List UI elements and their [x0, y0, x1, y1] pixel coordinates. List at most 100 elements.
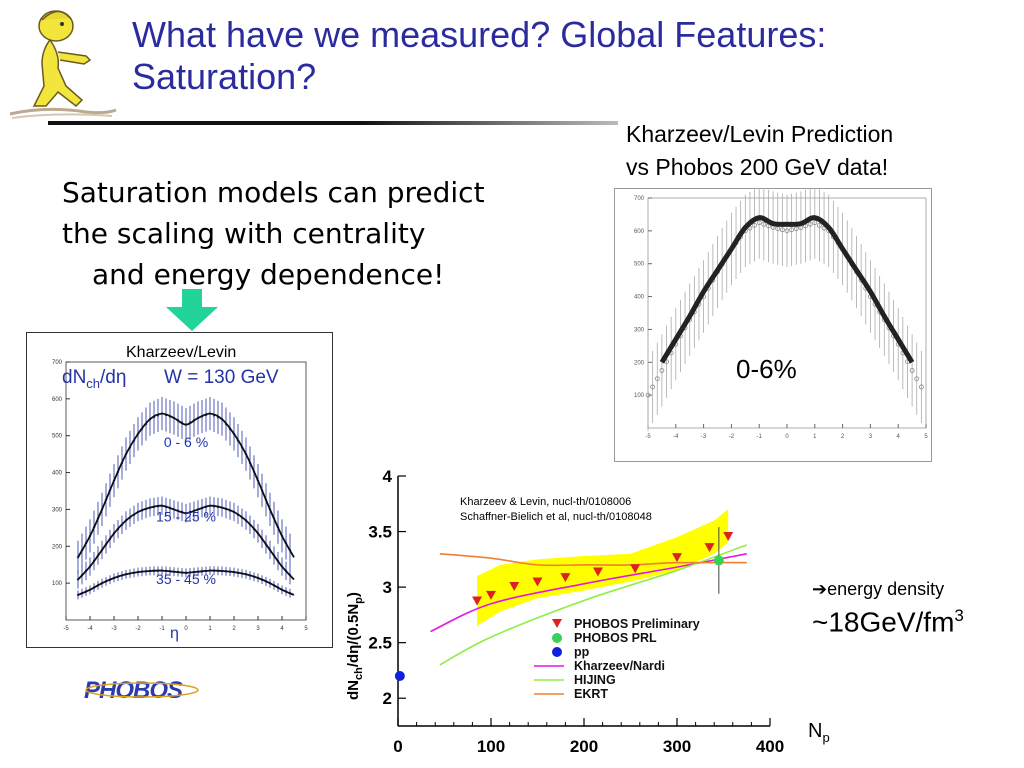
chart1-ylabel: dNch/dη	[62, 367, 126, 391]
chart2-point	[817, 222, 822, 228]
chart1-ytick-label: 200	[52, 544, 63, 550]
chart1-xtick-label: -4	[87, 626, 93, 632]
bullet-line-1: Saturation models can predict	[62, 176, 485, 209]
chart3-legend-label: HIJING	[574, 673, 616, 687]
chart2-point	[659, 368, 665, 373]
chart1-xtick-label: 0	[184, 626, 188, 632]
energy-density-value: ~18GeV/fm3	[812, 606, 964, 638]
chart3-ytick-label: 3.5	[368, 523, 392, 542]
chart3-phobos-preliminary-point	[532, 577, 543, 587]
chart2-point	[752, 222, 757, 228]
chart2-xtick-label: 3	[869, 434, 873, 440]
chart2-point	[645, 392, 651, 398]
chart3-ytick-label: 2.5	[368, 634, 392, 653]
chart1-xlabel: η	[170, 625, 179, 642]
chart1-ytick-label: 500	[52, 434, 63, 440]
chart3-ref1: Kharzeev & Levin, nucl-th/0108006	[460, 496, 631, 508]
chart1-label: Kharzeev/Levin	[126, 344, 236, 361]
chart3-ytick-label: 2	[383, 689, 392, 708]
chart2-point	[789, 227, 795, 233]
chart2-ytick-label: 500	[634, 262, 645, 268]
chart1-series-label: 0 - 6 %	[164, 434, 208, 450]
chart2-point	[756, 220, 762, 226]
chart3-phobos-preliminary-point	[509, 582, 520, 591]
chart3-legend-symbol	[552, 633, 562, 643]
chart3-pp-point	[394, 671, 405, 681]
chart3-xtick-label: 0	[393, 737, 402, 756]
chart2-prediction-line	[659, 215, 915, 364]
chart3-legend-label: Kharzeev/Nardi	[574, 659, 665, 673]
mascot-illustration	[9, 10, 117, 119]
chart-kharzeev-levin: Kharzeev/Levin dNch/dη W = 130 GeV η -5 -…	[26, 332, 333, 648]
chart2-point	[654, 376, 660, 382]
chart2-point	[812, 220, 818, 226]
chart1-xtick-label: 2	[232, 626, 236, 632]
chart2-point	[784, 228, 790, 234]
chart3-phobos-preliminary-point	[486, 590, 496, 600]
chart3-xlabel: Np	[808, 720, 830, 745]
energy-density-label: ➔energy density	[812, 579, 945, 599]
chart1-series-line	[77, 504, 295, 581]
chart3-xtick-label: 100	[477, 737, 505, 756]
bullet-line-3: and energy dependence!	[92, 258, 445, 291]
slide-title-line1: What have we measured? Global Features:	[132, 14, 827, 55]
prediction-note-line2: vs Phobos 200 GeV data!	[626, 154, 889, 180]
chart1-series-label: 35 - 45 %	[156, 571, 216, 587]
chart1-xtick-label: 1	[208, 626, 212, 632]
chart2-label: 0-6%	[736, 354, 797, 384]
chart2-point	[761, 221, 767, 227]
chart3-ylabel: dNch/dη/(0.5Np)	[345, 592, 365, 700]
chart2-xtick-label: 5	[924, 434, 928, 440]
chart1-xtick-label: -1	[159, 626, 165, 632]
chart2-xtick-label: -4	[673, 434, 679, 440]
chart1-xtick-label: 5	[304, 626, 308, 632]
prediction-note-line1: Kharzeev/Levin Prediction	[626, 121, 894, 147]
chart3-phobos-preliminary-point	[592, 567, 603, 577]
chart1-series-line	[77, 569, 295, 596]
chart3-legend-symbol	[552, 619, 562, 628]
chart3-phobos-prl-point	[713, 555, 724, 566]
chart-np-scaling: 0 100 200 300 400 2 2.5 3 3.5 4 Kharzeev & Levin,…	[345, 467, 784, 756]
chart2-xtick-label: -3	[701, 434, 707, 440]
chart3-xtick-label: 400	[756, 737, 784, 756]
chart1-series-line	[77, 412, 295, 558]
chart2-xtick-label: -2	[729, 434, 735, 440]
title-divider	[48, 121, 618, 125]
chart1-ytick-label: 400	[52, 471, 63, 477]
right-arrow-icon: ➔	[812, 579, 828, 599]
chart2-xtick-label: 0	[785, 434, 789, 440]
chart2-ytick-label: 200	[634, 360, 645, 366]
slide-title-line2: Saturation?	[132, 56, 317, 97]
chart3-ytick-label: 3	[383, 578, 392, 597]
chart2-xtick-label: 1	[813, 434, 817, 440]
chart2-ytick-label: 700	[634, 196, 645, 202]
chart3-legend-label: PHOBOS PRL	[574, 631, 657, 645]
phobos-logo: PHOBOS	[84, 677, 199, 704]
chart2-ytick-label: 300	[634, 327, 645, 333]
chart3-legend-symbol	[552, 647, 562, 657]
chart3-phobos-preliminary-point	[723, 532, 734, 541]
chart1-xtick-label: -3	[111, 626, 117, 632]
chart3-phobos-preliminary-point	[630, 564, 641, 574]
chart2-point	[909, 368, 915, 373]
chart3-phobos-preliminary-point	[704, 543, 715, 553]
chart2-ytick-label: 600	[634, 229, 645, 235]
down-arrow-icon	[166, 289, 218, 331]
chart2-point	[918, 384, 924, 390]
chart2-xtick-label: -5	[645, 434, 651, 440]
chart3-xtick-label: 200	[570, 737, 598, 756]
chart1-ytick-label: 700	[52, 360, 63, 366]
chart3-ref2: Schaffner-Bielich et al, nucl-th/0108048	[460, 511, 652, 523]
chart2-xtick-label: 4	[897, 434, 901, 440]
chart3-phobos-preliminary-point	[560, 573, 571, 583]
chart2-ytick-label: 400	[634, 295, 645, 301]
chart1-xtick-label: 4	[280, 626, 284, 632]
chart2-xtick-label: -1	[757, 434, 763, 440]
chart3-phobos-preliminary-point	[472, 596, 483, 606]
chart1-xtick-label: -5	[63, 626, 69, 632]
prediction-note: Kharzeev/Levin Prediction vs Phobos 200 …	[626, 118, 893, 184]
bullet-line-2: the scaling with centrality	[62, 217, 426, 250]
svg-text:PHOBOS: PHOBOS	[84, 677, 183, 704]
chart2-xtick-label: 2	[841, 434, 845, 440]
chart-prediction-vs-data: -5 -4 -3 -2 -1 0 1 2 3 4 5 100 200 300 400 500 600 700 0-…	[614, 188, 932, 462]
